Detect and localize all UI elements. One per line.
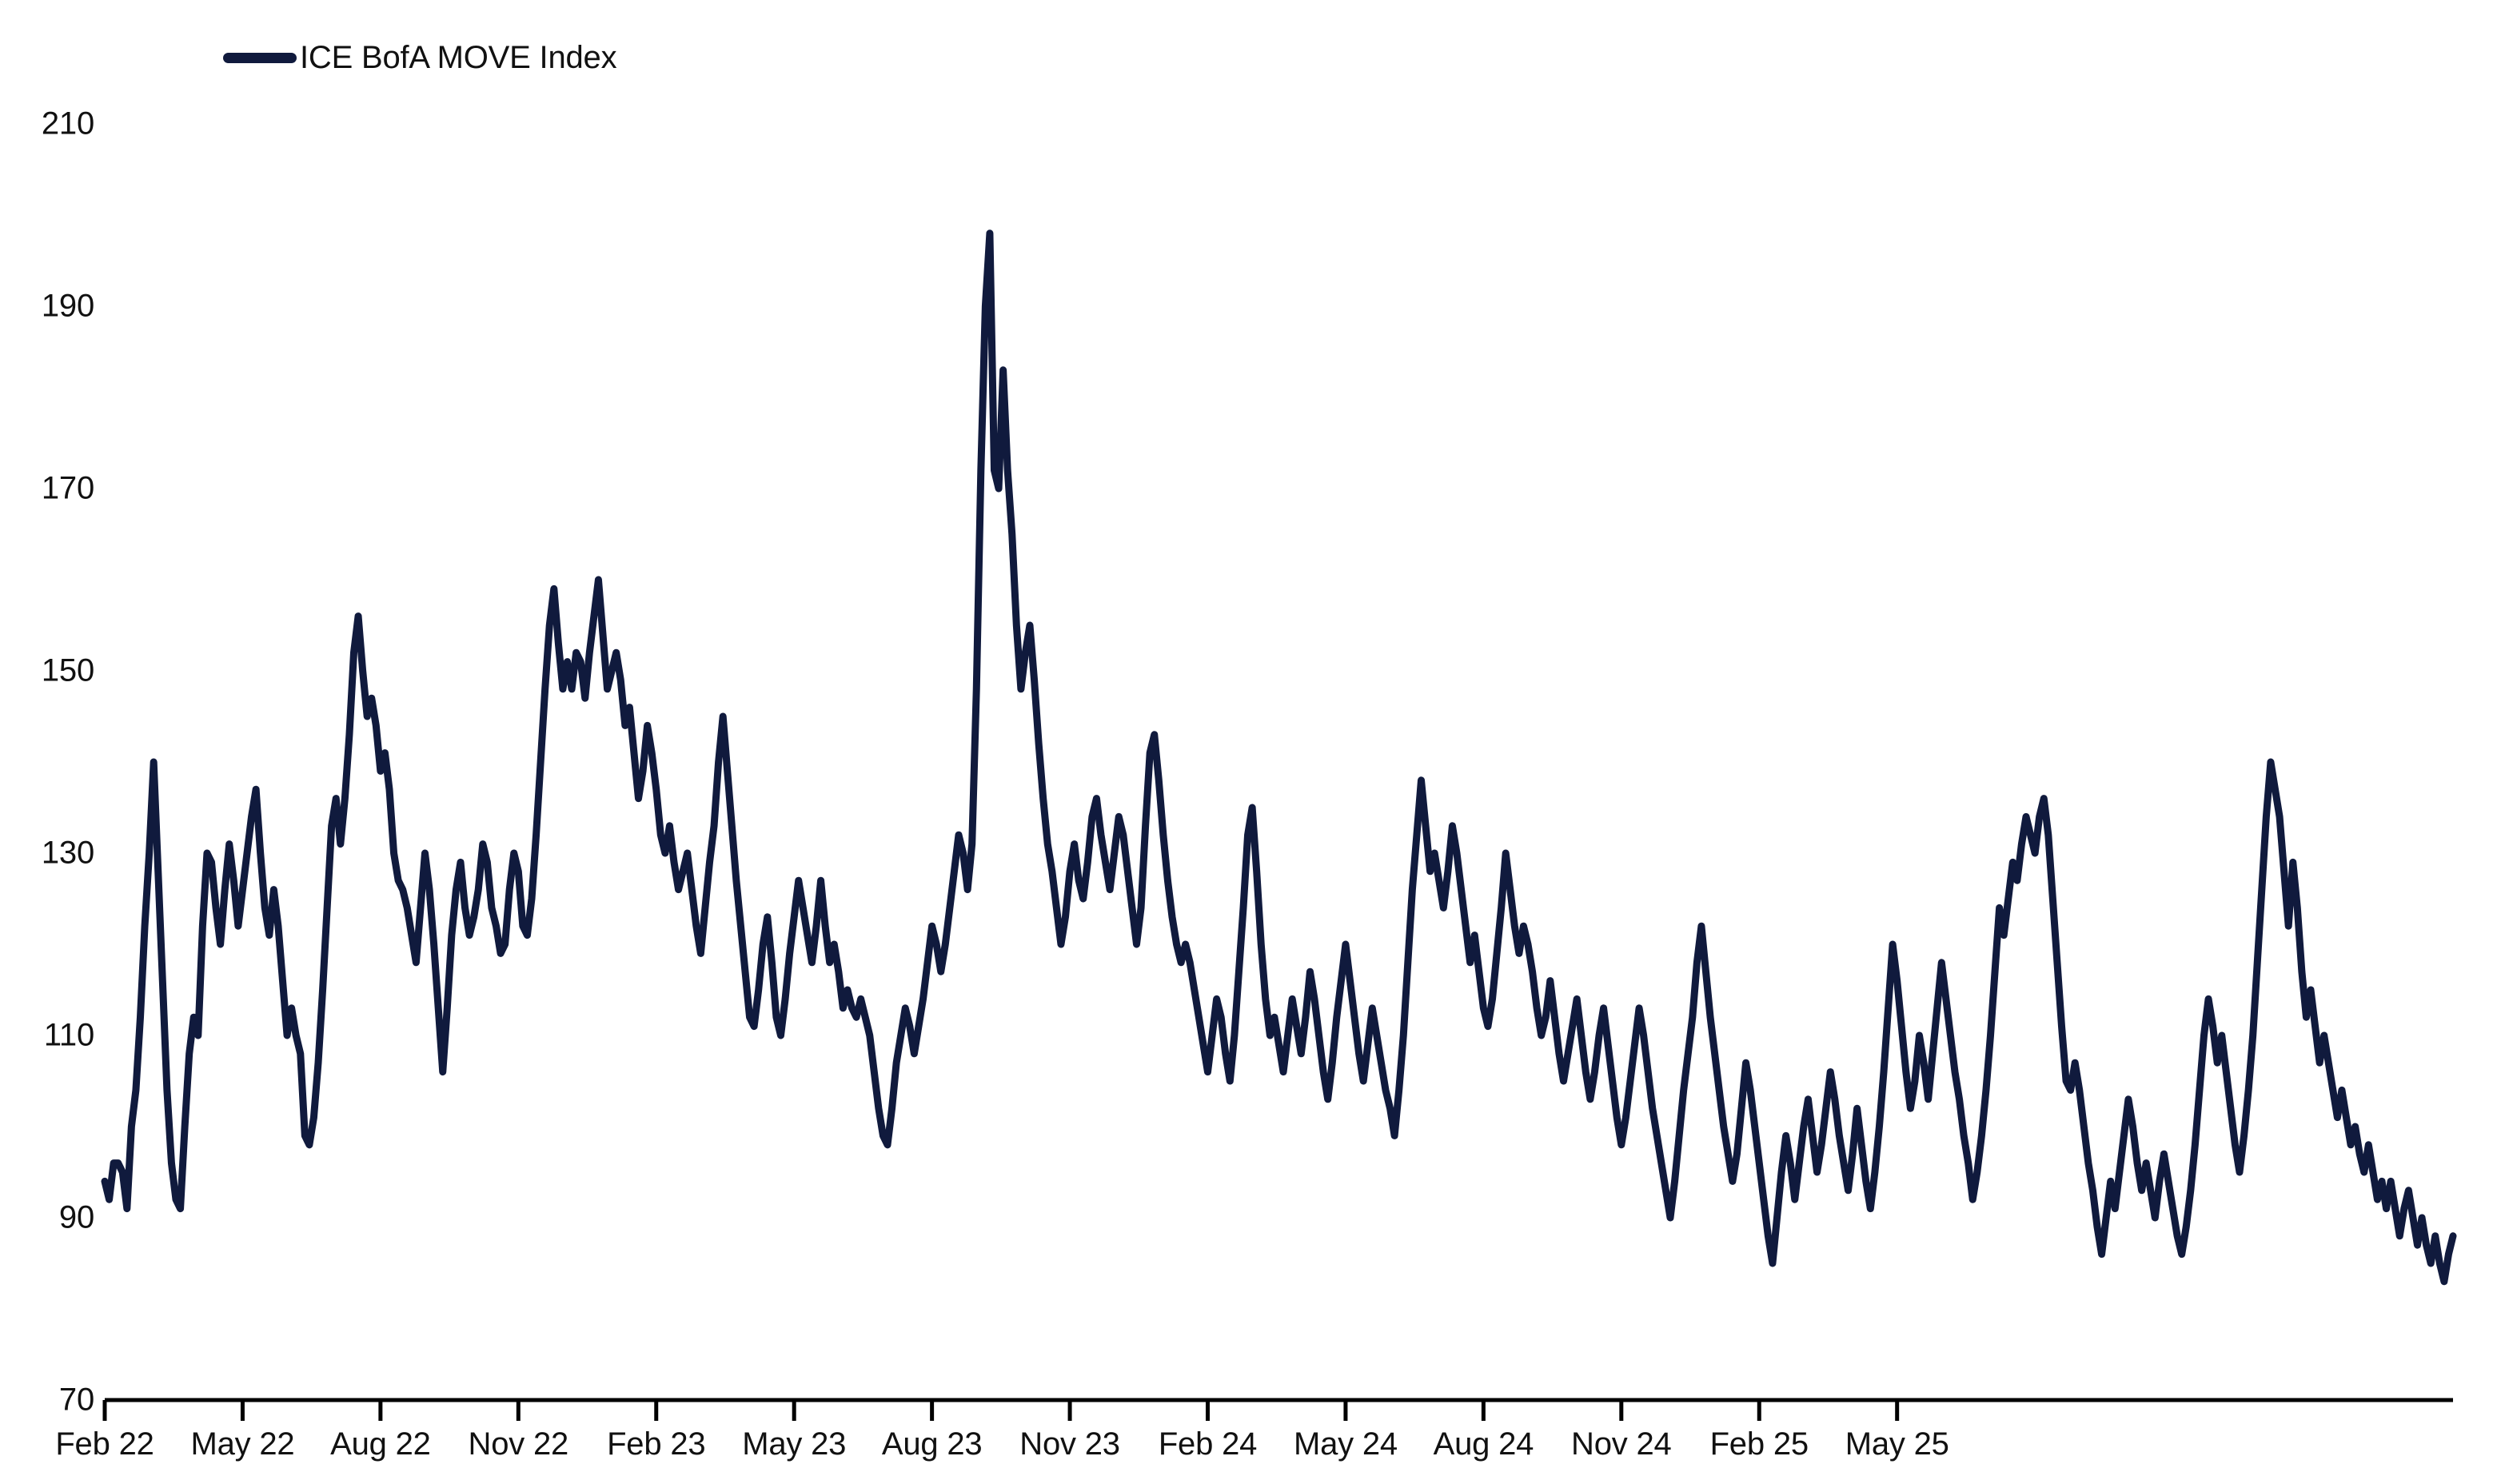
y-tick-label-70: 70	[58, 1382, 94, 1418]
legend-label-ice-bofa-move-index: ICE BofA MOVE Index	[300, 40, 617, 75]
x-axis-ticks	[102, 1400, 1900, 1421]
x-tick-label-may-23: May 23	[742, 1426, 847, 1462]
x-tick-label-aug-22: Aug 22	[330, 1426, 431, 1462]
x-tick-label-nov-22: Nov 22	[468, 1426, 569, 1462]
x-tick-label-feb-24: Feb 24	[1158, 1426, 1258, 1462]
x-tick-label-nov-24: Nov 24	[1571, 1426, 1672, 1462]
x-tick-label-aug-23: Aug 23	[881, 1426, 983, 1462]
y-tick-label-110: 110	[43, 1017, 94, 1053]
x-tick-label-may-24: May 24	[1293, 1426, 1398, 1462]
axis-lines	[102, 1398, 2453, 1421]
y-axis-tick-labels: 210 190 170 150 130 110 90 70	[0, 0, 94, 1484]
x-tick-label-nov-23: Nov 23	[1019, 1426, 1120, 1462]
y-tick-label-130: 130	[41, 835, 94, 871]
y-tick-label-210: 210	[41, 106, 94, 142]
y-tick-label-170: 170	[41, 470, 94, 506]
y-tick-label-150: 150	[41, 652, 94, 688]
x-tick-label-aug-24: Aug 24	[1433, 1426, 1534, 1462]
x-tick-label-may-22: May 22	[190, 1426, 295, 1462]
chart-legend: ICE BofA MOVE Index	[223, 38, 617, 77]
x-tick-label-may-25: May 25	[1845, 1426, 1949, 1462]
series-line-ice-bofa-move-index	[101, 229, 2457, 1286]
y-tick-label-90: 90	[58, 1199, 94, 1235]
x-tick-label-feb-23: Feb 23	[607, 1426, 706, 1462]
x-tick-label-feb-25: Feb 25	[1709, 1426, 1809, 1462]
legend-line-swatch	[223, 52, 297, 63]
y-tick-label-190: 190	[41, 288, 94, 324]
x-tick-label-feb-22: Feb 22	[55, 1426, 154, 1462]
